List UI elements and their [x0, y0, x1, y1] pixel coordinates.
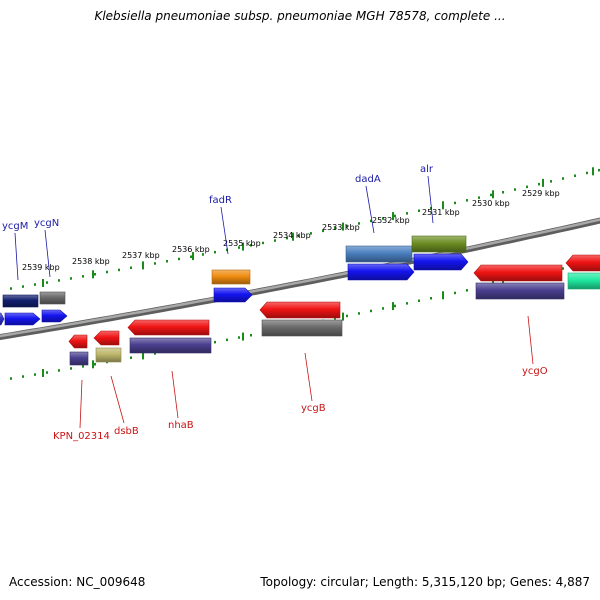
gene-arrow[interactable]	[259, 301, 341, 319]
forward-gene[interactable]	[211, 269, 251, 285]
gene-label: KPN_02314	[53, 431, 110, 442]
gene-label: nhaB	[168, 420, 194, 431]
topology-text: Topology: circular; Length: 5,315,120 bp…	[260, 575, 590, 589]
reverse-gene[interactable]	[93, 330, 120, 346]
label-leader	[304, 352, 313, 402]
label-leader	[427, 175, 434, 224]
forward-gene[interactable]	[213, 287, 253, 303]
reverse-gene[interactable]	[475, 282, 565, 300]
label-leader	[14, 232, 19, 281]
forward-gene[interactable]	[2, 294, 39, 308]
label-leader	[79, 379, 83, 429]
reverse-gene[interactable]	[127, 319, 210, 336]
forward-gene[interactable]	[39, 291, 66, 305]
forward-gene[interactable]	[347, 263, 415, 281]
kbp-label: 2538 kbp	[72, 257, 110, 266]
reverse-gene[interactable]	[95, 347, 122, 363]
label-leader	[171, 370, 179, 419]
label-leader	[44, 229, 51, 278]
kbp-label: 2539 kbp	[22, 263, 60, 272]
gene-arrow[interactable]	[347, 263, 415, 281]
kbp-label: 2529 kbp	[522, 189, 560, 198]
gene-label: ycgO	[522, 366, 548, 377]
gene-labels: ycgM ycgN fadR dadA alr KPN_02314 dsbB nhaB ycgB…	[2, 164, 548, 442]
gene-arrow[interactable]	[565, 254, 600, 272]
reverse-gene[interactable]	[69, 351, 89, 366]
kbp-label: 2531 kbp	[422, 208, 460, 217]
gene-block[interactable]	[475, 282, 565, 300]
reverse-gene[interactable]	[567, 272, 600, 290]
reverse-gene[interactable]	[473, 264, 563, 282]
gene-block[interactable]	[211, 269, 251, 285]
forward-gene[interactable]	[0, 312, 5, 326]
gene-block[interactable]	[129, 337, 212, 354]
kbp-ruler: 2539 kbp 2538 kbp 2537 kbp 2536 kbp 2535 kbp…	[10, 167, 600, 380]
reverse-gene[interactable]	[68, 334, 88, 349]
gene-arrow[interactable]	[41, 309, 68, 323]
forward-ruler	[10, 167, 600, 290]
gene-block[interactable]	[411, 235, 467, 253]
gene-arrow[interactable]	[473, 264, 563, 282]
gene-label: ycgM	[2, 221, 28, 232]
kbp-label: 2535 kbp	[223, 239, 261, 248]
forward-gene[interactable]	[411, 235, 467, 253]
gene-arrow[interactable]	[0, 312, 5, 326]
gene-features[interactable]	[0, 235, 600, 366]
gene-label: ycgN	[34, 218, 59, 229]
label-leader	[110, 375, 125, 424]
kbp-label: 2533 kbp	[322, 223, 360, 232]
reverse-gene[interactable]	[261, 319, 343, 337]
gene-arrow[interactable]	[4, 312, 41, 326]
kbp-label: 2532 kbp	[372, 216, 410, 225]
kbp-label: 2537 kbp	[122, 251, 160, 260]
forward-gene[interactable]	[4, 312, 41, 326]
gene-arrow[interactable]	[93, 330, 120, 346]
gene-block[interactable]	[261, 319, 343, 337]
gene-label: ycgB	[301, 403, 326, 414]
gene-label: dsbB	[114, 426, 139, 437]
map-title: Klebsiella pneumoniae subsp. pneumoniae …	[94, 9, 506, 23]
gene-arrow[interactable]	[413, 253, 469, 271]
gene-block[interactable]	[567, 272, 600, 290]
kbp-label: 2534 kbp	[273, 231, 311, 240]
label-leader	[527, 315, 534, 365]
kbp-label: 2536 kbp	[172, 245, 210, 254]
forward-gene[interactable]	[345, 245, 413, 263]
gene-block[interactable]	[69, 351, 89, 366]
gene-label: alr	[420, 164, 434, 175]
forward-gene[interactable]	[41, 309, 68, 323]
forward-gene[interactable]	[413, 253, 469, 271]
gene-block[interactable]	[39, 291, 66, 305]
gene-label: dadA	[355, 174, 381, 185]
accession-text: Accession: NC_009648	[9, 575, 146, 589]
gene-arrow[interactable]	[213, 287, 253, 303]
genome-backbone	[0, 217, 600, 341]
gene-block[interactable]	[2, 294, 39, 308]
reverse-gene[interactable]	[565, 254, 600, 272]
gene-block[interactable]	[345, 245, 413, 263]
gene-arrow[interactable]	[127, 319, 210, 336]
reverse-gene[interactable]	[259, 301, 341, 319]
gene-block[interactable]	[95, 347, 122, 363]
label-leader	[220, 206, 229, 255]
label-leader	[365, 185, 375, 234]
gene-arrow[interactable]	[68, 334, 88, 349]
reverse-gene[interactable]	[129, 337, 212, 354]
kbp-label: 2530 kbp	[472, 199, 510, 208]
gene-label: fadR	[209, 195, 232, 206]
